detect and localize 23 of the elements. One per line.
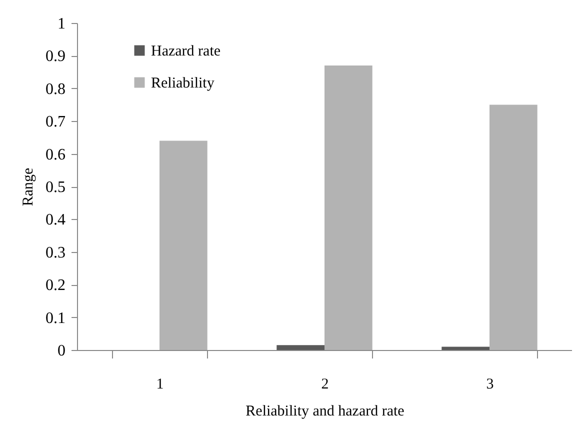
y-tick-label: 0.9 (46, 48, 66, 66)
bar (160, 140, 208, 350)
y-tick-label: 0 (58, 342, 66, 360)
y-tick-label: 0.4 (46, 212, 66, 229)
bar (490, 104, 538, 350)
bar (324, 66, 372, 350)
y-tick-label: 0.7 (46, 114, 66, 131)
y-tick-label: 0.1 (46, 310, 66, 327)
y-tick-label: 0.6 (46, 146, 66, 164)
bar (442, 346, 490, 350)
y-tick-label: 0.8 (46, 80, 66, 98)
x-axis-title: Reliability and hazard rate (246, 404, 405, 420)
y-axis-title: Range (20, 168, 36, 206)
x-tick-label: 2 (321, 376, 329, 392)
y-tick-label: 0.5 (46, 179, 66, 196)
y-tick-label: 1 (58, 16, 66, 32)
bar (276, 345, 324, 350)
x-tick-label: 3 (486, 376, 494, 392)
x-tick-label: 1 (156, 376, 164, 392)
y-tick-label: 0.2 (46, 277, 66, 294)
legend-label: Hazard rate (151, 44, 221, 60)
legend-label: Reliability (151, 76, 215, 92)
y-tick-label: 0.3 (46, 244, 66, 262)
